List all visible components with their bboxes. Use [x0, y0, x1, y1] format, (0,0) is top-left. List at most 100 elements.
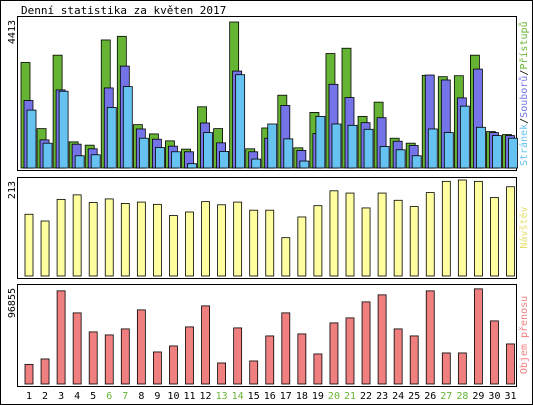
files-label: Souborů: [518, 76, 530, 118]
transfer-max-label: 96855: [7, 288, 18, 318]
day-label-17: 17: [280, 391, 292, 402]
pages-bar-24: [395, 149, 406, 169]
transfer-bar-31: [506, 343, 515, 385]
day-label-5: 5: [90, 391, 96, 402]
day-label-4: 4: [74, 391, 80, 402]
pages-bar-17: [283, 138, 294, 169]
visits-bar-26: [425, 192, 435, 277]
visits-bar-28: [457, 179, 467, 277]
accesses-label: Přístupů: [518, 21, 530, 69]
transfer-bar-26: [425, 290, 435, 385]
pages-bar-2: [42, 142, 53, 169]
transfer-bar-30: [490, 320, 499, 385]
transfer-bar-10: [169, 345, 178, 385]
day-label-18: 18: [296, 391, 308, 402]
day-label-6: 6: [106, 391, 112, 402]
day-label-8: 8: [138, 391, 144, 402]
transfer-bar-5: [88, 331, 98, 385]
day-label-13: 13: [216, 391, 228, 402]
pages-bar-3: [58, 90, 69, 169]
visits-bar-20: [329, 190, 339, 277]
day-label-27: 27: [440, 391, 452, 402]
transfer-bar-24: [393, 328, 403, 385]
pages-bar-10: [171, 151, 181, 169]
visits-bar-10: [169, 215, 178, 277]
transfer-bar-8: [136, 309, 146, 385]
accesses-max-label: 4413: [7, 20, 18, 44]
day-label-23: 23: [376, 391, 388, 402]
visits-bar-30: [490, 197, 499, 277]
visits-bar-5: [88, 202, 98, 277]
visits-bar-29: [473, 180, 483, 277]
transfer-bar-2: [40, 358, 50, 385]
pages-bar-21: [347, 124, 358, 169]
pages-bar-23: [379, 146, 390, 169]
transfer-bar-14: [233, 327, 243, 385]
pages-bar-14: [235, 74, 246, 169]
transfer-bar-20: [329, 322, 339, 385]
day-label-7: 7: [122, 391, 128, 402]
visits-bar-13: [217, 204, 227, 277]
day-label-20: 20: [328, 391, 340, 402]
day-label-19: 19: [312, 391, 324, 402]
pages-bar-8: [138, 137, 149, 169]
pages-bar-27: [443, 132, 454, 169]
pages-bar-29: [475, 126, 486, 169]
pages-bar-18: [299, 160, 310, 169]
transfer-bar-21: [345, 317, 355, 385]
pages-bar-31: [508, 137, 518, 169]
transfer-bar-6: [104, 334, 114, 385]
pages-bar-19: [315, 115, 326, 169]
transfer-bar-3: [56, 290, 66, 385]
day-label-14: 14: [232, 391, 244, 402]
day-label-31: 31: [504, 391, 516, 402]
pages-bar-11: [187, 163, 197, 169]
day-label-28: 28: [456, 391, 468, 402]
pages-bar-22: [363, 128, 374, 169]
transfer-bar-19: [313, 353, 323, 385]
pages-bar-16: [267, 123, 278, 169]
day-label-1: 1: [26, 391, 32, 402]
transfer-bar-29: [473, 288, 483, 385]
visits-bar-6: [104, 198, 114, 277]
visits-bar-27: [441, 180, 451, 277]
day-label-29: 29: [472, 391, 484, 402]
visits-bar-19: [313, 205, 323, 277]
transfer-bar-4: [72, 312, 82, 385]
pages-bar-12: [203, 132, 213, 169]
transfer-bar-25: [409, 335, 419, 385]
day-label-12: 12: [200, 391, 212, 402]
visits-bar-12: [201, 201, 210, 277]
pages-bar-15: [251, 158, 262, 169]
day-label-9: 9: [154, 391, 160, 402]
pages-bar-1: [26, 109, 37, 169]
day-label-3: 3: [58, 391, 64, 402]
transfer-bar-27: [441, 352, 451, 385]
visits-bar-7: [120, 203, 130, 277]
day-label-30: 30: [488, 391, 500, 402]
transfer-bar-9: [152, 351, 162, 385]
label-separator: /: [519, 70, 530, 76]
visits-bar-22: [361, 207, 371, 277]
day-label-10: 10: [167, 391, 179, 402]
accesses-files-pages-axis-label: Stránek/Souborů/Přístupů: [518, 21, 530, 166]
transfer-bar-22: [361, 301, 371, 385]
visits-max-label: 213: [7, 181, 18, 199]
pages-bar-30: [492, 135, 502, 169]
day-label-22: 22: [360, 391, 372, 402]
pages-bar-25: [411, 155, 422, 169]
transfer-bar-11: [185, 326, 194, 385]
visits-bar-3: [56, 198, 66, 277]
transfer-bar-17: [281, 312, 291, 385]
visits-bar-9: [152, 203, 162, 277]
day-label-16: 16: [264, 391, 276, 402]
chart-title: Denní statistika za květen 2017: [21, 4, 226, 17]
pages-bar-4: [74, 155, 85, 169]
pages-bar-20: [331, 123, 342, 169]
visits-bar-14: [233, 201, 243, 277]
transfer-bar-15: [249, 360, 259, 385]
visits-bar-23: [377, 192, 387, 277]
pages-bar-13: [219, 151, 230, 169]
